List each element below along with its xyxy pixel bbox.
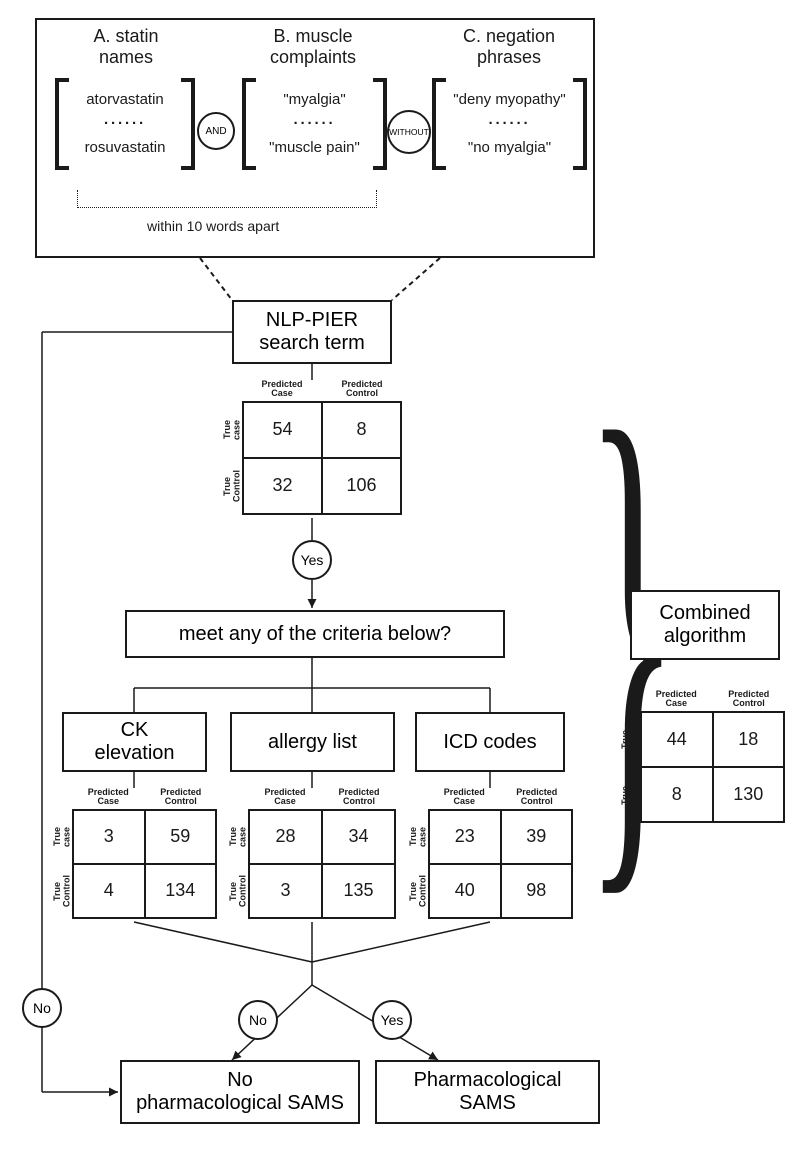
- no-circle-left: No: [22, 988, 62, 1028]
- cell: 54: [243, 402, 322, 458]
- col-hdr: Predicted Case: [248, 788, 322, 809]
- cell: 8: [322, 402, 401, 458]
- row-hdr: True Control: [620, 767, 640, 823]
- bracket-a-bottom: rosuvastatin: [69, 136, 181, 160]
- allergy-box: allergy list: [230, 712, 395, 772]
- row-hdr: True Control: [408, 864, 428, 919]
- diagram-root: A. statin names B. muscle complaints C. …: [0, 0, 800, 1175]
- cell: 59: [145, 810, 217, 864]
- row-hdr: True Control: [222, 458, 242, 515]
- within-note: within 10 words apart: [147, 218, 279, 234]
- row-hdr: True case: [408, 809, 428, 864]
- col-hdr: Predicted Control: [322, 380, 402, 401]
- col-hdr: Predicted Case: [72, 788, 145, 809]
- dotted-brace: [77, 190, 377, 208]
- section-c-title: C. negation phrases: [429, 26, 589, 67]
- bracket-b-bottom: "muscle pain": [256, 136, 373, 160]
- cell: 18: [713, 712, 785, 767]
- row-hdr: True Control: [228, 864, 248, 919]
- icd-box: ICD codes: [415, 712, 565, 772]
- col-hdr: Predicted Case: [242, 380, 322, 401]
- cell: 32: [243, 458, 322, 514]
- yes-circle-branch: Yes: [372, 1000, 412, 1040]
- outcome-yes: Pharmacological SAMS: [375, 1060, 600, 1124]
- section-a-title: A. statin names: [51, 26, 201, 67]
- cell: 44: [641, 712, 713, 767]
- col-hdr: Predicted Control: [713, 690, 786, 711]
- cell: 8: [641, 767, 713, 822]
- outcome-no: No pharmacological SAMS: [120, 1060, 360, 1124]
- bracket-c-bottom: "no myalgia": [446, 136, 573, 160]
- cell: 28: [249, 810, 322, 864]
- yes-circle-1: Yes: [292, 540, 332, 580]
- cell: 40: [429, 864, 501, 918]
- cell: 134: [145, 864, 217, 918]
- col-hdr: Predicted Case: [640, 690, 713, 711]
- matrix-ck: Predicted Case Predicted Control True ca…: [52, 788, 217, 919]
- cell: 135: [322, 864, 395, 918]
- criteria-box: meet any of the criteria below?: [125, 610, 505, 658]
- col-hdr: Predicted Case: [428, 788, 501, 809]
- section-b-title: B. muscle complaints: [233, 26, 393, 67]
- row-hdr: True case: [52, 809, 72, 864]
- col-hdr: Predicted Control: [501, 788, 574, 809]
- op-and: AND: [197, 112, 235, 150]
- bracket-a: atorvastatin ······ rosuvastatin: [55, 78, 195, 170]
- cell: 130: [713, 767, 785, 822]
- cell: 3: [73, 810, 145, 864]
- matrix-nlp: Predicted Case Predicted Control True ca…: [222, 380, 402, 515]
- cell: 4: [73, 864, 145, 918]
- cell: 39: [501, 810, 573, 864]
- cell: 98: [501, 864, 573, 918]
- matrix-icd: Predicted Case Predicted Control True ca…: [408, 788, 573, 919]
- cell: 106: [322, 458, 401, 514]
- dots-icon: ······: [446, 112, 573, 136]
- no-circle-branch: No: [238, 1000, 278, 1040]
- col-hdr: Predicted Control: [322, 788, 396, 809]
- ck-box: CK elevation: [62, 712, 207, 772]
- dots-icon: ······: [256, 112, 373, 136]
- bracket-c-top: "deny myopathy": [446, 88, 573, 112]
- dots-icon: ······: [69, 112, 181, 136]
- nlp-pier-box: NLP-PIER search term: [232, 300, 392, 364]
- bracket-a-top: atorvastatin: [69, 88, 181, 112]
- bracket-b: "myalgia" ······ "muscle pain": [242, 78, 387, 170]
- bracket-b-top: "myalgia": [256, 88, 373, 112]
- bracket-c: "deny myopathy" ······ "no myalgia": [432, 78, 587, 170]
- cell: 23: [429, 810, 501, 864]
- combined-box: Combined algorithm: [630, 590, 780, 660]
- op-without: WITHOUT: [387, 110, 431, 154]
- matrix-allergy: Predicted Case Predicted Control True ca…: [228, 788, 396, 919]
- row-hdr: True Control: [52, 864, 72, 919]
- row-hdr: True case: [222, 401, 242, 458]
- row-hdr: True case: [620, 711, 640, 767]
- col-hdr: Predicted Control: [145, 788, 218, 809]
- matrix-combined: Predicted Case Predicted Control True ca…: [620, 690, 785, 823]
- row-hdr: True case: [228, 809, 248, 864]
- query-box: A. statin names B. muscle complaints C. …: [35, 18, 595, 258]
- cell: 34: [322, 810, 395, 864]
- cell: 3: [249, 864, 322, 918]
